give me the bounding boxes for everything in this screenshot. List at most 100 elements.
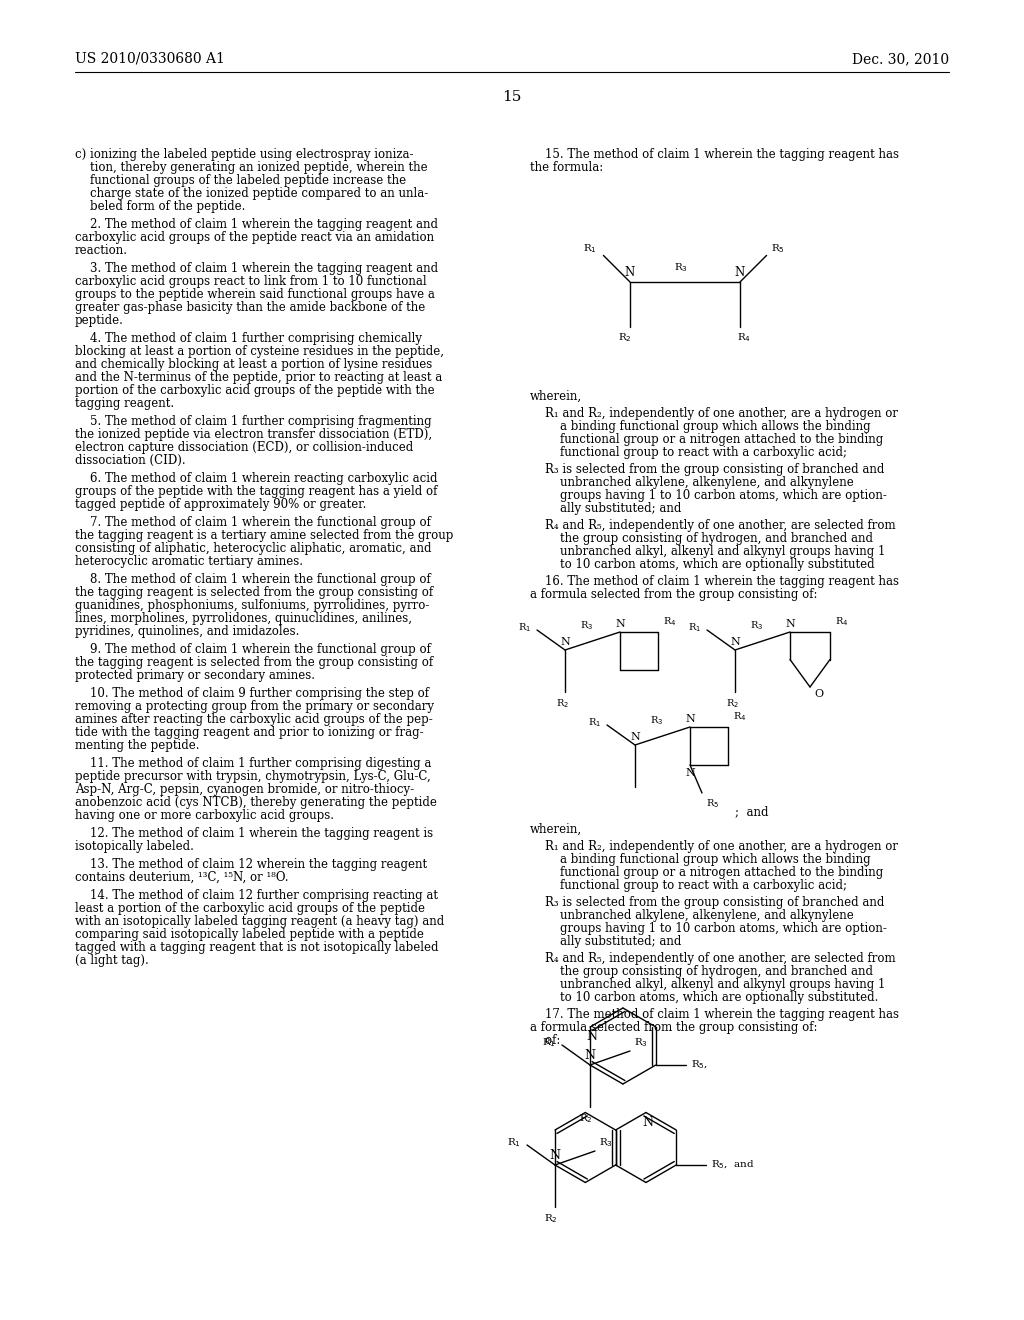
Text: unbranched alkylene, alkenylene, and alkynylene: unbranched alkylene, alkenylene, and alk… [530, 477, 854, 488]
Text: wherein,: wherein, [530, 389, 582, 403]
Text: Dec. 30, 2010: Dec. 30, 2010 [852, 51, 949, 66]
Text: tide with the tagging reagent and prior to ionizing or frag-: tide with the tagging reagent and prior … [75, 726, 424, 739]
Text: R$_3$: R$_3$ [599, 1137, 613, 1150]
Text: with an isotopically labeled tagging reagent (a heavy tag) and: with an isotopically labeled tagging rea… [75, 915, 444, 928]
Text: R$_1$: R$_1$ [588, 717, 601, 730]
Text: tagging reagent.: tagging reagent. [75, 397, 174, 411]
Text: R₁ and R₂, independently of one another, are a hydrogen or: R₁ and R₂, independently of one another,… [530, 840, 898, 853]
Text: 15: 15 [503, 90, 521, 104]
Text: R$_3$: R$_3$ [751, 619, 764, 632]
Text: pyridines, quinolines, and imidazoles.: pyridines, quinolines, and imidazoles. [75, 624, 299, 638]
Text: Asp-N, Arg-C, pepsin, cyanogen bromide, or nitro-thiocy-: Asp-N, Arg-C, pepsin, cyanogen bromide, … [75, 783, 414, 796]
Text: c) ionizing the labeled peptide using electrospray ioniza-: c) ionizing the labeled peptide using el… [75, 148, 414, 161]
Text: functional groups of the labeled peptide increase the: functional groups of the labeled peptide… [75, 174, 407, 187]
Text: R$_3$: R$_3$ [674, 261, 688, 275]
Text: R$_2$: R$_2$ [618, 331, 632, 343]
Text: least a portion of the carboxylic acid groups of the peptide: least a portion of the carboxylic acid g… [75, 902, 425, 915]
Text: electron capture dissociation (ECD), or collision-induced: electron capture dissociation (ECD), or … [75, 441, 414, 454]
Text: greater gas-phase basicity than the amide backbone of the: greater gas-phase basicity than the amid… [75, 301, 425, 314]
Text: US 2010/0330680 A1: US 2010/0330680 A1 [75, 51, 225, 66]
Text: wherein,: wherein, [530, 822, 582, 836]
Text: a binding functional group which allows the binding: a binding functional group which allows … [530, 853, 870, 866]
Text: the group consisting of hydrogen, and branched and: the group consisting of hydrogen, and br… [530, 965, 873, 978]
Text: groups to the peptide wherein said functional groups have a: groups to the peptide wherein said funct… [75, 288, 435, 301]
Text: ;  and: ; and [735, 805, 768, 818]
Text: R₃ is selected from the group consisting of branched and: R₃ is selected from the group consisting… [530, 896, 885, 909]
Text: 11. The method of claim 1 further comprising digesting a: 11. The method of claim 1 further compri… [75, 756, 431, 770]
Text: R$_4$: R$_4$ [663, 615, 677, 628]
Text: the tagging reagent is selected from the group consisting of: the tagging reagent is selected from the… [75, 586, 433, 599]
Text: R$_2$: R$_2$ [555, 697, 568, 710]
Text: comparing said isotopically labeled peptide with a peptide: comparing said isotopically labeled pept… [75, 928, 424, 941]
Text: unbranched alkyl, alkenyl and alkynyl groups having 1: unbranched alkyl, alkenyl and alkynyl gr… [530, 545, 886, 558]
Text: 6. The method of claim 1 wherein reacting carboxylic acid: 6. The method of claim 1 wherein reactin… [75, 473, 437, 484]
Text: 13. The method of claim 12 wherein the tagging reagent: 13. The method of claim 12 wherein the t… [75, 858, 427, 871]
Text: tagged with a tagging reagent that is not isotopically labeled: tagged with a tagging reagent that is no… [75, 941, 438, 954]
Text: N: N [585, 1049, 596, 1063]
Text: N: N [587, 1030, 597, 1043]
Text: R$_3$: R$_3$ [650, 714, 664, 727]
Text: the tagging reagent is a tertiary amine selected from the group: the tagging reagent is a tertiary amine … [75, 529, 454, 543]
Text: groups having 1 to 10 carbon atoms, which are option-: groups having 1 to 10 carbon atoms, whic… [530, 921, 887, 935]
Text: 2. The method of claim 1 wherein the tagging reagent and: 2. The method of claim 1 wherein the tag… [75, 218, 438, 231]
Text: R$_3$: R$_3$ [581, 619, 594, 632]
Text: R₁ and R₂, independently of one another, are a hydrogen or: R₁ and R₂, independently of one another,… [530, 407, 898, 420]
Text: groups having 1 to 10 carbon atoms, which are option-: groups having 1 to 10 carbon atoms, whic… [530, 488, 887, 502]
Text: carboxylic acid groups react to link from 1 to 10 functional: carboxylic acid groups react to link fro… [75, 275, 427, 288]
Text: and chemically blocking at least a portion of lysine residues: and chemically blocking at least a porti… [75, 358, 432, 371]
Text: N: N [630, 733, 640, 742]
Text: R$_3$: R$_3$ [634, 1036, 648, 1049]
Text: R$_1$: R$_1$ [584, 243, 597, 255]
Text: the formula:: the formula: [530, 161, 603, 174]
Text: lines, morpholines, pyrrolidones, quinuclidines, anilines,: lines, morpholines, pyrrolidones, quinuc… [75, 612, 412, 624]
Text: (a light tag).: (a light tag). [75, 954, 148, 968]
Text: tagged peptide of approximately 90% or greater.: tagged peptide of approximately 90% or g… [75, 498, 367, 511]
Text: R$_5$,: R$_5$, [691, 1059, 708, 1072]
Text: contains deuterium, ¹³C, ¹⁵N, or ¹⁸O.: contains deuterium, ¹³C, ¹⁵N, or ¹⁸O. [75, 871, 289, 884]
Text: carboxylic acid groups of the peptide react via an amidation: carboxylic acid groups of the peptide re… [75, 231, 434, 244]
Text: 3. The method of claim 1 wherein the tagging reagent and: 3. The method of claim 1 wherein the tag… [75, 261, 438, 275]
Text: N: N [625, 267, 635, 279]
Text: ally substituted; and: ally substituted; and [530, 935, 681, 948]
Text: 15. The method of claim 1 wherein the tagging reagent has: 15. The method of claim 1 wherein the ta… [530, 148, 899, 161]
Text: the ionized peptide via electron transfer dissociation (ETD),: the ionized peptide via electron transfe… [75, 428, 432, 441]
Text: 12. The method of claim 1 wherein the tagging reagent is: 12. The method of claim 1 wherein the ta… [75, 828, 433, 840]
Text: N: N [560, 638, 570, 647]
Text: N: N [735, 267, 745, 279]
Text: the group consisting of hydrogen, and branched and: the group consisting of hydrogen, and br… [530, 532, 873, 545]
Text: N: N [550, 1148, 560, 1162]
Text: peptide precursor with trypsin, chymotrypsin, Lys-C, Glu-C,: peptide precursor with trypsin, chymotry… [75, 770, 431, 783]
Text: N: N [685, 768, 695, 777]
Text: reaction.: reaction. [75, 244, 128, 257]
Text: 9. The method of claim 1 wherein the functional group of: 9. The method of claim 1 wherein the fun… [75, 643, 431, 656]
Text: 16. The method of claim 1 wherein the tagging reagent has: 16. The method of claim 1 wherein the ta… [530, 576, 899, 587]
Text: R₄ and R₅, independently of one another, are selected from: R₄ and R₅, independently of one another,… [530, 952, 896, 965]
Text: R₄ and R₅, independently of one another, are selected from: R₄ and R₅, independently of one another,… [530, 519, 896, 532]
Text: charge state of the ionized peptide compared to an unla-: charge state of the ionized peptide comp… [75, 187, 428, 201]
Text: R$_1$: R$_1$ [688, 622, 701, 635]
Text: 10. The method of claim 9 further comprising the step of: 10. The method of claim 9 further compri… [75, 686, 429, 700]
Text: R₃ is selected from the group consisting of branched and: R₃ is selected from the group consisting… [530, 463, 885, 477]
Text: 8. The method of claim 1 wherein the functional group of: 8. The method of claim 1 wherein the fun… [75, 573, 431, 586]
Text: of:: of: [530, 1034, 560, 1047]
Text: groups of the peptide with the tagging reagent has a yield of: groups of the peptide with the tagging r… [75, 484, 437, 498]
Text: R$_1$: R$_1$ [518, 622, 531, 635]
Text: amines after reacting the carboxylic acid groups of the pep-: amines after reacting the carboxylic aci… [75, 713, 433, 726]
Text: dissociation (CID).: dissociation (CID). [75, 454, 185, 467]
Text: N: N [642, 1115, 653, 1129]
Text: R$_4$: R$_4$ [835, 615, 849, 628]
Text: N: N [730, 638, 740, 647]
Text: N: N [615, 619, 625, 630]
Text: heterocyclic aromatic tertiary amines.: heterocyclic aromatic tertiary amines. [75, 554, 303, 568]
Text: functional group to react with a carboxylic acid;: functional group to react with a carboxy… [530, 446, 847, 459]
Text: 17. The method of claim 1 wherein the tagging reagent has: 17. The method of claim 1 wherein the ta… [530, 1008, 899, 1020]
Text: 14. The method of claim 12 further comprising reacting at: 14. The method of claim 12 further compr… [75, 888, 438, 902]
Text: consisting of aliphatic, heterocyclic aliphatic, aromatic, and: consisting of aliphatic, heterocyclic al… [75, 543, 431, 554]
Text: R$_2$: R$_2$ [580, 1111, 593, 1125]
Text: to 10 carbon atoms, which are optionally substituted.: to 10 carbon atoms, which are optionally… [530, 991, 879, 1005]
Text: functional group or a nitrogen attached to the binding: functional group or a nitrogen attached … [530, 433, 884, 446]
Text: menting the peptide.: menting the peptide. [75, 739, 200, 752]
Text: tion, thereby generating an ionized peptide, wherein the: tion, thereby generating an ionized pept… [75, 161, 428, 174]
Text: to 10 carbon atoms, which are optionally substituted: to 10 carbon atoms, which are optionally… [530, 558, 874, 572]
Text: a formula selected from the group consisting of:: a formula selected from the group consis… [530, 587, 817, 601]
